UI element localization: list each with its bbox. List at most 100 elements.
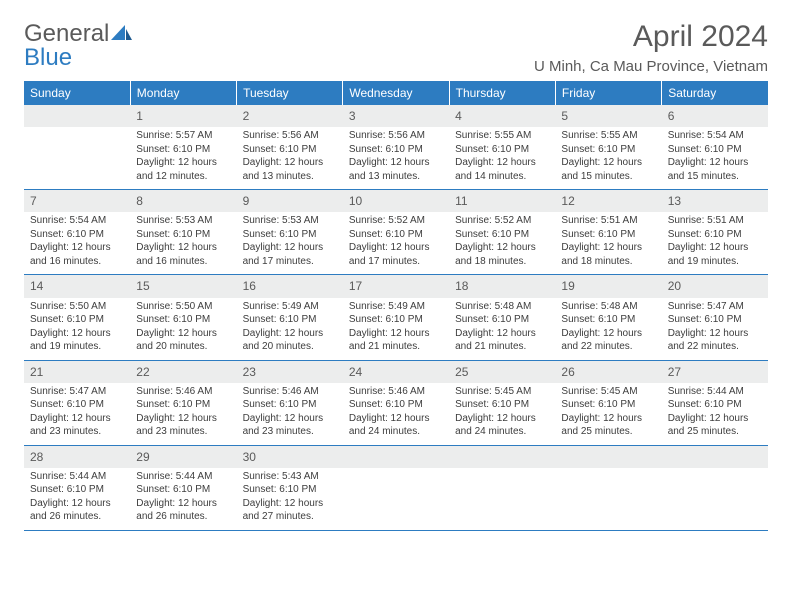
calendar-cell	[343, 445, 449, 530]
day-content: Sunrise: 5:48 AMSunset: 6:10 PMDaylight:…	[555, 298, 661, 360]
calendar-cell: 4Sunrise: 5:55 AMSunset: 6:10 PMDaylight…	[449, 105, 555, 190]
day-content: Sunrise: 5:47 AMSunset: 6:10 PMDaylight:…	[662, 298, 768, 360]
day-content: Sunrise: 5:44 AMSunset: 6:10 PMDaylight:…	[662, 383, 768, 445]
day-content: Sunrise: 5:52 AMSunset: 6:10 PMDaylight:…	[343, 212, 449, 274]
calendar-cell: 1Sunrise: 5:57 AMSunset: 6:10 PMDaylight…	[130, 105, 236, 190]
calendar-cell: 22Sunrise: 5:46 AMSunset: 6:10 PMDayligh…	[130, 360, 236, 445]
location-text: U Minh, Ca Mau Province, Vietnam	[534, 58, 768, 75]
day-number	[449, 446, 555, 468]
day-content: Sunrise: 5:46 AMSunset: 6:10 PMDaylight:…	[237, 383, 343, 445]
calendar-cell: 15Sunrise: 5:50 AMSunset: 6:10 PMDayligh…	[130, 275, 236, 360]
day-number	[24, 105, 130, 127]
day-number: 29	[130, 446, 236, 468]
calendar-cell: 14Sunrise: 5:50 AMSunset: 6:10 PMDayligh…	[24, 275, 130, 360]
weekday-header-row: SundayMondayTuesdayWednesdayThursdayFrid…	[24, 81, 768, 105]
day-content: Sunrise: 5:50 AMSunset: 6:10 PMDaylight:…	[130, 298, 236, 360]
day-content: Sunrise: 5:56 AMSunset: 6:10 PMDaylight:…	[343, 127, 449, 189]
weekday-header: Tuesday	[237, 81, 343, 105]
calendar-cell: 29Sunrise: 5:44 AMSunset: 6:10 PMDayligh…	[130, 445, 236, 530]
calendar-cell: 28Sunrise: 5:44 AMSunset: 6:10 PMDayligh…	[24, 445, 130, 530]
day-number	[343, 446, 449, 468]
calendar-row: 7Sunrise: 5:54 AMSunset: 6:10 PMDaylight…	[24, 190, 768, 275]
day-content: Sunrise: 5:50 AMSunset: 6:10 PMDaylight:…	[24, 298, 130, 360]
day-number: 1	[130, 105, 236, 127]
weekday-header: Saturday	[662, 81, 768, 105]
calendar-cell	[24, 105, 130, 190]
day-number: 22	[130, 361, 236, 383]
calendar-cell: 21Sunrise: 5:47 AMSunset: 6:10 PMDayligh…	[24, 360, 130, 445]
day-number: 25	[449, 361, 555, 383]
calendar-row: 14Sunrise: 5:50 AMSunset: 6:10 PMDayligh…	[24, 275, 768, 360]
calendar-row: 1Sunrise: 5:57 AMSunset: 6:10 PMDaylight…	[24, 105, 768, 190]
calendar-row: 28Sunrise: 5:44 AMSunset: 6:10 PMDayligh…	[24, 445, 768, 530]
calendar-cell: 6Sunrise: 5:54 AMSunset: 6:10 PMDaylight…	[662, 105, 768, 190]
day-number: 20	[662, 275, 768, 297]
day-number: 15	[130, 275, 236, 297]
brand-part2: Blue	[24, 44, 133, 72]
day-content: Sunrise: 5:54 AMSunset: 6:10 PMDaylight:…	[662, 127, 768, 189]
day-number: 11	[449, 190, 555, 212]
day-number: 3	[343, 105, 449, 127]
day-content: Sunrise: 5:53 AMSunset: 6:10 PMDaylight:…	[130, 212, 236, 274]
day-content: Sunrise: 5:52 AMSunset: 6:10 PMDaylight:…	[449, 212, 555, 274]
day-number: 13	[662, 190, 768, 212]
calendar-cell: 16Sunrise: 5:49 AMSunset: 6:10 PMDayligh…	[237, 275, 343, 360]
day-number: 27	[662, 361, 768, 383]
calendar-cell: 30Sunrise: 5:43 AMSunset: 6:10 PMDayligh…	[237, 445, 343, 530]
day-number: 21	[24, 361, 130, 383]
day-number: 14	[24, 275, 130, 297]
day-number	[662, 446, 768, 468]
calendar-cell: 26Sunrise: 5:45 AMSunset: 6:10 PMDayligh…	[555, 360, 661, 445]
day-number: 18	[449, 275, 555, 297]
calendar-cell	[555, 445, 661, 530]
day-number: 24	[343, 361, 449, 383]
day-content: Sunrise: 5:51 AMSunset: 6:10 PMDaylight:…	[555, 212, 661, 274]
day-number: 19	[555, 275, 661, 297]
day-content: Sunrise: 5:47 AMSunset: 6:10 PMDaylight:…	[24, 383, 130, 445]
calendar-cell: 11Sunrise: 5:52 AMSunset: 6:10 PMDayligh…	[449, 190, 555, 275]
calendar-cell: 9Sunrise: 5:53 AMSunset: 6:10 PMDaylight…	[237, 190, 343, 275]
day-content: Sunrise: 5:46 AMSunset: 6:10 PMDaylight:…	[130, 383, 236, 445]
weekday-header: Sunday	[24, 81, 130, 105]
day-content: Sunrise: 5:56 AMSunset: 6:10 PMDaylight:…	[237, 127, 343, 189]
calendar-cell: 5Sunrise: 5:55 AMSunset: 6:10 PMDaylight…	[555, 105, 661, 190]
day-content: Sunrise: 5:43 AMSunset: 6:10 PMDaylight:…	[237, 468, 343, 530]
brand-logo: GeneralBlue	[24, 20, 133, 72]
day-number: 10	[343, 190, 449, 212]
calendar-cell: 8Sunrise: 5:53 AMSunset: 6:10 PMDaylight…	[130, 190, 236, 275]
calendar-cell	[449, 445, 555, 530]
calendar-cell: 10Sunrise: 5:52 AMSunset: 6:10 PMDayligh…	[343, 190, 449, 275]
calendar-cell: 17Sunrise: 5:49 AMSunset: 6:10 PMDayligh…	[343, 275, 449, 360]
calendar-cell: 27Sunrise: 5:44 AMSunset: 6:10 PMDayligh…	[662, 360, 768, 445]
day-number: 16	[237, 275, 343, 297]
day-number: 28	[24, 446, 130, 468]
calendar-cell: 19Sunrise: 5:48 AMSunset: 6:10 PMDayligh…	[555, 275, 661, 360]
day-content: Sunrise: 5:46 AMSunset: 6:10 PMDaylight:…	[343, 383, 449, 445]
day-content: Sunrise: 5:44 AMSunset: 6:10 PMDaylight:…	[24, 468, 130, 530]
day-content: Sunrise: 5:51 AMSunset: 6:10 PMDaylight:…	[662, 212, 768, 274]
calendar-table: SundayMondayTuesdayWednesdayThursdayFrid…	[24, 81, 768, 531]
weekday-header: Thursday	[449, 81, 555, 105]
day-number: 9	[237, 190, 343, 212]
calendar-cell: 18Sunrise: 5:48 AMSunset: 6:10 PMDayligh…	[449, 275, 555, 360]
calendar-cell: 13Sunrise: 5:51 AMSunset: 6:10 PMDayligh…	[662, 190, 768, 275]
day-content: Sunrise: 5:57 AMSunset: 6:10 PMDaylight:…	[130, 127, 236, 189]
weekday-header: Monday	[130, 81, 236, 105]
day-content: Sunrise: 5:48 AMSunset: 6:10 PMDaylight:…	[449, 298, 555, 360]
calendar-cell: 12Sunrise: 5:51 AMSunset: 6:10 PMDayligh…	[555, 190, 661, 275]
day-number: 17	[343, 275, 449, 297]
day-number: 2	[237, 105, 343, 127]
day-number: 5	[555, 105, 661, 127]
day-content: Sunrise: 5:49 AMSunset: 6:10 PMDaylight:…	[237, 298, 343, 360]
day-content: Sunrise: 5:55 AMSunset: 6:10 PMDaylight:…	[555, 127, 661, 189]
day-number: 30	[237, 446, 343, 468]
calendar-cell: 3Sunrise: 5:56 AMSunset: 6:10 PMDaylight…	[343, 105, 449, 190]
calendar-cell: 2Sunrise: 5:56 AMSunset: 6:10 PMDaylight…	[237, 105, 343, 190]
calendar-cell: 24Sunrise: 5:46 AMSunset: 6:10 PMDayligh…	[343, 360, 449, 445]
weekday-header: Wednesday	[343, 81, 449, 105]
day-content: Sunrise: 5:55 AMSunset: 6:10 PMDaylight:…	[449, 127, 555, 189]
day-content: Sunrise: 5:45 AMSunset: 6:10 PMDaylight:…	[555, 383, 661, 445]
day-number: 8	[130, 190, 236, 212]
calendar-cell: 23Sunrise: 5:46 AMSunset: 6:10 PMDayligh…	[237, 360, 343, 445]
day-number: 26	[555, 361, 661, 383]
